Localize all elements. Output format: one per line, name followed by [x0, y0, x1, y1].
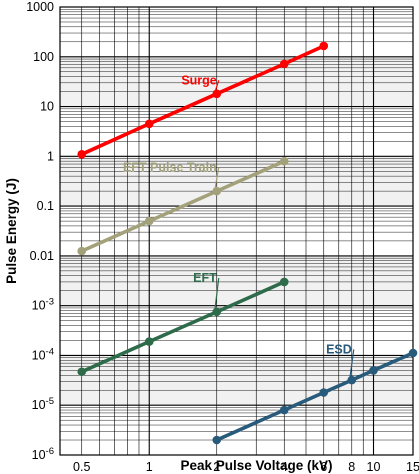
data-point: [212, 89, 222, 99]
x-tick-label: 6: [320, 460, 327, 474]
label-leader: [214, 80, 220, 94]
data-point: [408, 348, 418, 358]
x-tick-label: 8: [348, 460, 355, 474]
data-point: [279, 405, 289, 415]
y-tick-labels: 10-6 10-5 10-4 10-3 0.01 0.1 1 10 100 1000: [26, 0, 54, 462]
x-tick-labels: 0.5 1 2 4 6 8 10 15: [73, 460, 419, 474]
data-point: [347, 375, 357, 385]
series-label: Surge: [181, 73, 216, 87]
series-eft-pulse-train: EFT Pulse Train: [77, 156, 289, 256]
data-point: [212, 307, 222, 317]
series-esd: ESD: [212, 342, 418, 445]
data-point: [369, 366, 378, 375]
data-point: [144, 119, 154, 129]
series-line: [79, 159, 287, 253]
series-surge: Surge: [77, 41, 329, 159]
plot-bands: [60, 56, 413, 406]
y-tick-label: 10: [40, 100, 54, 114]
series-label: EFT Pulse Train: [123, 160, 217, 174]
series-line: [79, 280, 287, 374]
x-tick-label: 2: [213, 460, 220, 474]
y-tick-label: 10-3: [32, 297, 54, 313]
label-leader: [349, 349, 355, 380]
data-point: [144, 216, 154, 226]
data-point: [77, 367, 87, 377]
plot-frame: [59, 6, 414, 456]
x-axis-label: Peak Pulse Voltage (kV): [180, 458, 332, 473]
x-tick-label: 4: [281, 460, 288, 474]
data-point: [212, 435, 222, 445]
x-tick-label: 1: [146, 460, 153, 474]
y-tick-label: 10-6: [32, 446, 54, 462]
y-tick-label: 0.1: [37, 199, 54, 213]
data-point: [144, 337, 154, 346]
series-label: EFT: [193, 271, 217, 285]
x-tick-label: 0.5: [73, 460, 90, 474]
y-axis-label: Pulse Energy (J): [4, 178, 19, 284]
label-leader: [214, 167, 220, 191]
y-tick-label: 1000: [26, 0, 54, 14]
data-point: [212, 186, 222, 196]
data-point: [279, 156, 289, 166]
data-point: [319, 388, 329, 397]
x-tick-label: 10: [367, 460, 381, 474]
series-layer: Surge EFT Pulse Train EFT ESD: [77, 41, 418, 445]
data-point: [77, 149, 87, 159]
decade-band: [60, 56, 413, 107]
decade-band: [60, 355, 413, 406]
data-point: [77, 246, 87, 256]
data-point: [319, 41, 329, 51]
y-tick-label: 1: [47, 149, 54, 163]
decade-band: [60, 255, 413, 306]
x-tick-label: 15: [406, 460, 419, 474]
y-tick-label: 100: [33, 50, 54, 64]
y-tick-label: 10-4: [32, 346, 54, 362]
y-tick-label: 0.01: [30, 249, 54, 263]
label-leader: [214, 277, 220, 311]
series-eft: EFT: [77, 271, 289, 377]
series-label: ESD: [326, 342, 352, 356]
series-line: [215, 351, 415, 442]
data-point: [279, 59, 289, 69]
y-tick-label: 10-5: [32, 396, 54, 412]
data-point: [279, 277, 289, 287]
